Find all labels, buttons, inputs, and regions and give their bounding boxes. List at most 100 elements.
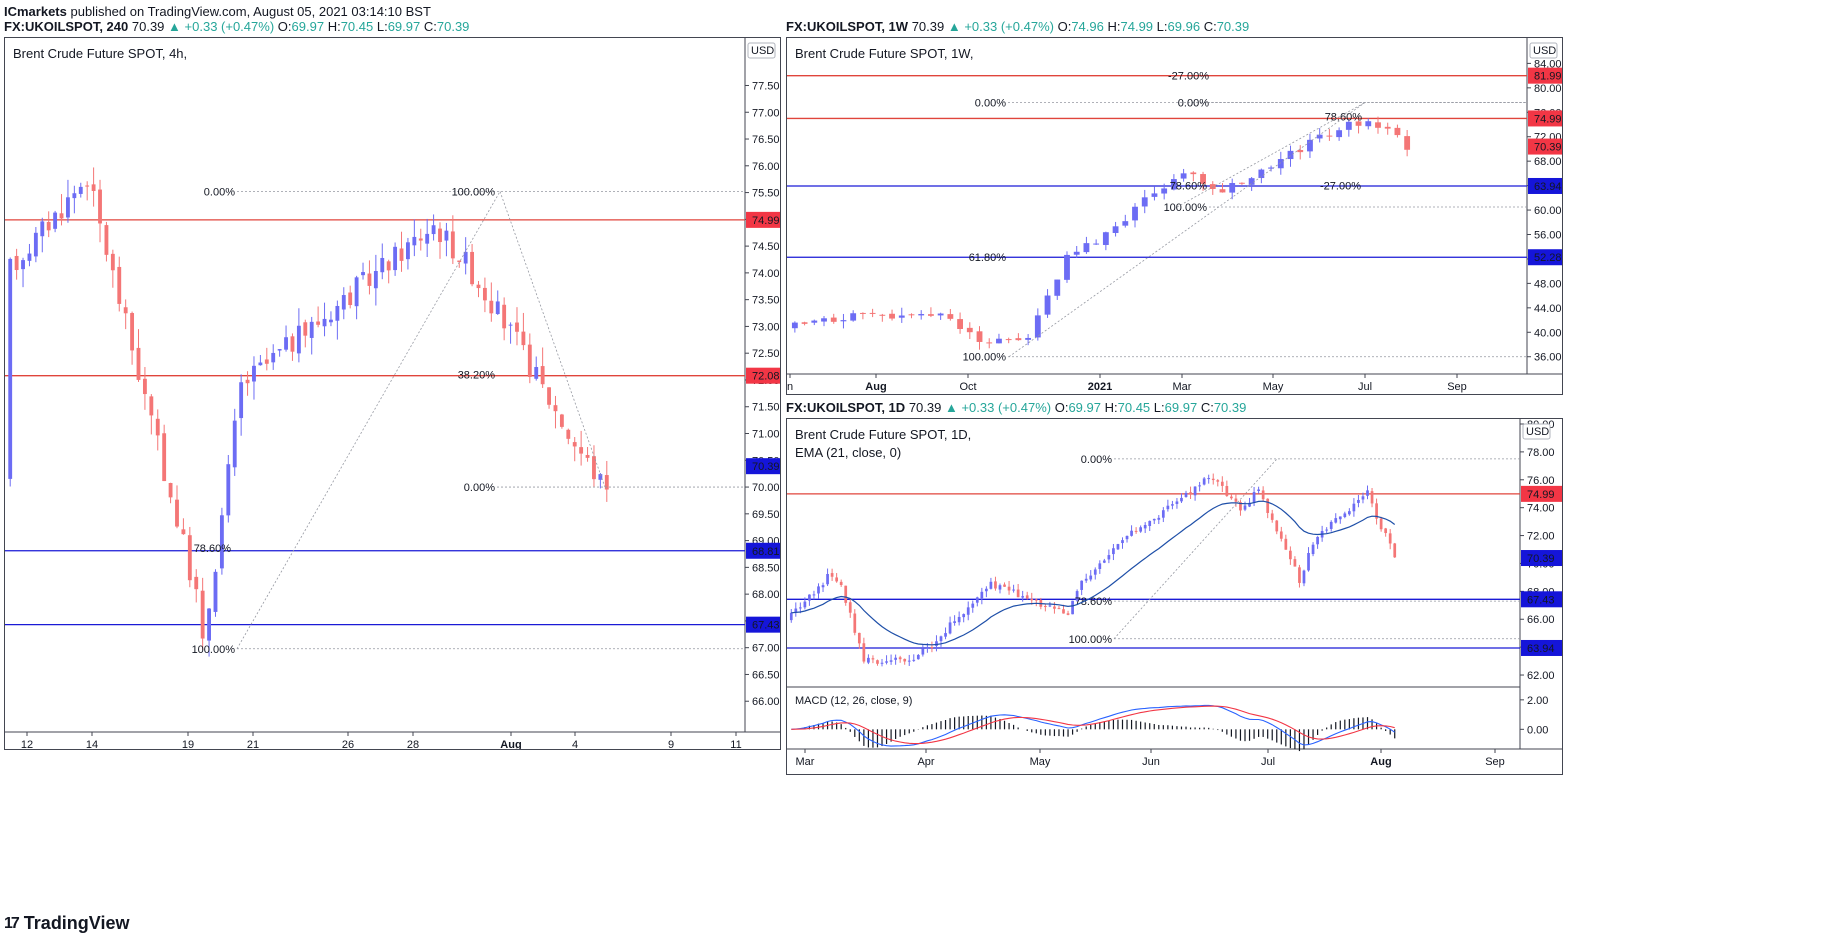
candle-body [789,612,793,621]
candle-body [1148,520,1152,526]
open-label: O: [1057,19,1072,34]
candle-body [1189,492,1192,495]
price-tick-label: 67.00 [752,643,780,655]
candle-body [232,420,237,468]
price-tick-label: 66.00 [1527,614,1555,626]
candle-body [989,581,993,589]
time-tick-label: 21 [247,739,259,750]
fib-trend-line [236,191,501,649]
candle-body [489,300,494,314]
candle-body [136,347,141,380]
candle-body [862,643,866,662]
candle-body [1171,504,1174,506]
chart-panel-4h[interactable]: 66.0066.5067.0067.5068.0068.5069.0069.50… [4,37,781,750]
fib-level-label: 100.00% [1069,634,1113,646]
candle-body [937,313,944,316]
candle-body [1180,173,1187,179]
time-tick-label: Mar [1173,381,1192,393]
candle-body [944,633,947,637]
candle-body [367,273,372,286]
candle-body [1277,159,1284,169]
key-level-badge [1528,249,1562,266]
price-tick-label: 77.50 [752,80,780,92]
ema-indicator-label[interactable]: EMA (21, close, 0) [795,445,902,460]
price-tick-label: 75.50 [752,188,780,200]
candle-body [1071,600,1074,615]
candle-body [1093,569,1097,575]
time-tick-label: Apr [917,756,934,768]
fib-level-label: 0.00% [1178,98,1209,110]
symbol-line-1d: FX:UKOILSPOT, 1D 70.39 ▲ +0.33 (+0.47%) … [786,400,1246,415]
candle-body [889,660,893,662]
candle-body [399,248,404,261]
candle-body [450,231,455,259]
candle-body [239,382,244,419]
candle-body [1062,609,1065,614]
candle-body [1112,548,1115,555]
symbol-name[interactable]: FX:UKOILSPOT, 1D [786,400,906,415]
publish-header: ICmarkets published on TradingView.com, … [4,4,431,19]
candle-body [476,284,481,289]
candle-body [1107,555,1111,560]
chart-1d[interactable]: 62.0064.0066.0068.0070.0072.0074.0076.00… [787,419,1563,775]
high-label: H: [1107,19,1121,34]
key-level-label: 81.99 [1534,71,1562,83]
candle-body [8,258,13,479]
candle-body [175,499,179,527]
candle-body [1054,279,1061,296]
candle-body [1193,486,1197,496]
change-value: ▲ +0.33 (+0.47%) [947,19,1054,34]
candle-body [859,312,866,314]
candle-body [971,603,975,608]
chart-4h[interactable]: 66.0066.5067.0067.5068.0068.5069.0069.50… [5,38,781,750]
time-tick-label: 4 [572,739,578,750]
candle-body [149,396,154,416]
candle-body [559,414,564,427]
candle-body [598,474,603,480]
candle-body [794,608,798,612]
candle-body [46,221,51,231]
candle-body [1166,505,1170,510]
symbol-name[interactable]: FX:UKOILSPOT, 240 [4,19,129,34]
candle-body [438,228,442,243]
candle-body [1239,182,1245,184]
candle-body [1297,149,1304,153]
time-tick-label: Aug [500,739,521,750]
candle-body [303,322,308,336]
time-tick-label: 9 [668,739,674,750]
last-value: 70.39 [908,400,942,415]
candle-body [1007,586,1011,591]
candle-body [380,257,385,273]
tradingview-logo[interactable]: 17 TradingView [4,913,130,934]
candle-body [975,597,979,603]
candle-body [406,242,410,260]
symbol-name[interactable]: FX:UKOILSPOT, 1W [786,19,909,34]
candle-body [948,622,952,634]
chart-title: Brent Crude Future SPOT, 4h, [13,46,188,61]
candle-body [40,221,45,237]
candle-body [1352,503,1356,512]
price-tick-label: 68.00 [1534,156,1562,168]
candle-body [898,657,902,660]
price-tick-label: 78.00 [1527,447,1555,459]
candle-body [1388,533,1392,544]
price-tick-label: 77.00 [752,107,780,119]
candle-body [316,321,321,325]
chart-panel-1w[interactable]: 36.0040.0044.0048.0052.0056.0060.0064.00… [786,37,1563,395]
candle-body [985,588,988,592]
publisher-name[interactable]: ICmarkets [4,4,67,19]
chart-1w[interactable]: 36.0040.0044.0048.0052.0056.0060.0064.00… [787,38,1563,395]
candle-body [207,608,211,641]
candle-body [110,253,115,271]
candle-body [117,266,122,304]
key-level-label: 63.94 [1527,643,1555,655]
chart-panel-1d[interactable]: 62.0064.0066.0068.0070.0072.0074.0076.00… [786,418,1563,775]
candle-body [1112,226,1119,233]
candle-body [1345,121,1352,130]
low-value: 69.97 [1164,400,1198,415]
macd-tick-label: 2.00 [1527,695,1548,707]
candle-body [1057,608,1061,610]
candle-body [91,184,96,191]
fib-level-label: 0.00% [204,186,235,198]
candle-body [1325,529,1329,531]
